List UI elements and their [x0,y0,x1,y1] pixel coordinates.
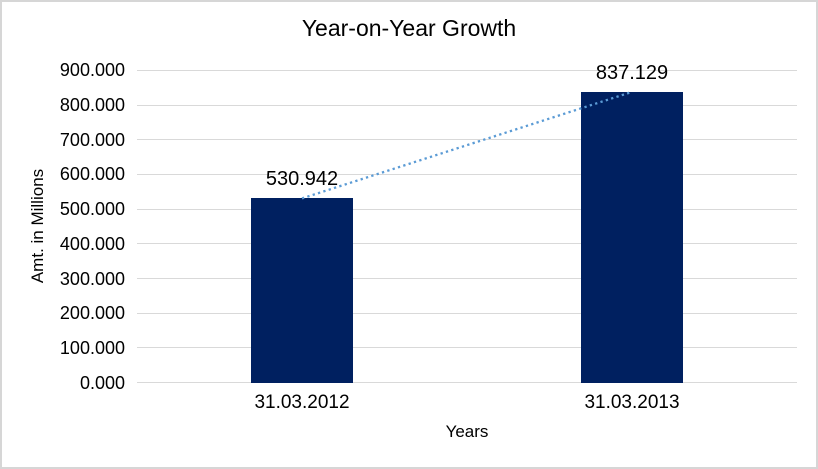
x-axis-line [137,381,797,383]
gridline [137,173,797,175]
gridline [137,139,797,141]
bar-31-03-2013 [581,91,683,383]
trendline [301,90,633,200]
data-label-2012: 530.942 [265,168,339,191]
y-tick-label: 100.000 [59,338,125,359]
gridline [137,312,797,314]
y-tick-label: 300.000 [59,268,125,289]
gridline [137,277,797,279]
gridline [137,347,797,349]
plot-area: 530.942 837.129 [137,62,797,383]
y-tick-label: 0.000 [79,372,125,393]
category-label-2013: 31.03.2013 [584,392,680,413]
gridline [137,243,797,245]
gridline [137,104,797,106]
y-tick-label: 200.000 [59,303,125,324]
data-label-2013: 837.129 [595,61,669,84]
y-tick-label: 900.000 [59,60,125,80]
gridline [137,70,797,71]
category-label-2012: 31.03.2012 [254,392,350,413]
bar-31-03-2012 [251,198,353,383]
y-axis-tick-labels: 900.000 800.000 700.000 600.000 500.000 … [22,60,125,393]
y-tick-label: 500.000 [59,199,125,220]
gridlines [137,70,797,383]
y-tick-label: 700.000 [59,129,125,150]
y-tick-label: 600.000 [59,164,125,185]
gridline [137,208,797,210]
y-tick-label: 800.000 [59,94,125,115]
x-axis-title: Years [445,422,489,441]
chart-title: Year-on-Year Growth [301,15,517,41]
y-tick-label: 400.000 [59,233,125,254]
